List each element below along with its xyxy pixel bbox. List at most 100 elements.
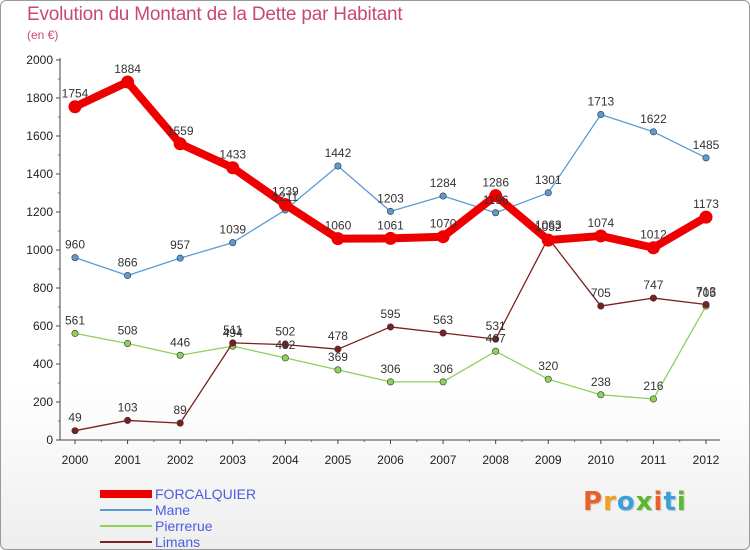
proxiti-logo: Proxiti: [583, 487, 687, 517]
data-label: 705: [696, 286, 716, 300]
data-label: 705: [591, 286, 611, 300]
logo-letter: x: [635, 487, 654, 517]
data-label: 306: [380, 362, 400, 376]
data-point-mane: [124, 271, 132, 279]
data-label: 1063: [535, 218, 562, 232]
data-point-limans: [702, 301, 710, 309]
data-point-forcalquier: [331, 232, 345, 246]
data-label: 1060: [325, 219, 352, 233]
data-label: 1039: [219, 223, 246, 237]
x-tick-label: 2001: [114, 453, 141, 467]
data-point-forcalquier: [68, 100, 82, 114]
data-point-pierrerue: [597, 391, 605, 399]
data-point-forcalquier: [489, 189, 503, 203]
data-label: 531: [486, 319, 506, 333]
legend-label: Mane: [155, 502, 191, 518]
data-point-limans: [281, 341, 289, 349]
data-point-limans: [597, 302, 605, 310]
data-point-limans: [334, 345, 342, 353]
data-label: 1301: [535, 173, 562, 187]
data-point-forcalquier: [646, 241, 660, 255]
data-label: 1052: [535, 220, 562, 234]
logo-letter: t: [663, 487, 677, 517]
x-tick-label: 2008: [482, 453, 509, 467]
logo-letter: i: [676, 487, 687, 517]
y-tick-label: 1800: [26, 91, 53, 105]
data-label: 320: [538, 359, 558, 373]
data-label: 563: [433, 313, 453, 327]
x-tick-label: 2007: [430, 453, 457, 467]
data-point-pierrerue: [334, 366, 342, 374]
data-label: 1884: [114, 62, 141, 76]
x-tick-label: 2009: [535, 453, 562, 467]
data-label: 432: [275, 338, 295, 352]
x-tick-label: 2006: [377, 453, 404, 467]
data-point-mane: [334, 162, 342, 170]
chart-subtitle: (en €): [27, 28, 59, 42]
y-tick-label: 1200: [26, 205, 53, 219]
data-label: 1284: [430, 176, 457, 190]
data-label: 595: [380, 307, 400, 321]
legend-label: FORCALQUIER: [155, 486, 257, 502]
data-point-mane: [702, 154, 710, 162]
x-tick-label: 2002: [167, 453, 194, 467]
data-label: 1012: [640, 228, 667, 242]
data-label: 89: [173, 403, 187, 417]
data-label: 1061: [377, 218, 404, 232]
x-tick-label: 2010: [587, 453, 614, 467]
data-label: 1203: [377, 191, 404, 205]
data-point-mane: [597, 111, 605, 119]
data-label: 1070: [430, 217, 457, 231]
data-label: 511: [223, 323, 242, 337]
data-label: 957: [170, 238, 190, 252]
y-tick-label: 800: [33, 281, 53, 295]
data-label: 1286: [482, 176, 509, 190]
data-point-mane: [176, 254, 184, 262]
data-label: 446: [170, 335, 190, 349]
legend-swatch: [100, 541, 152, 543]
data-point-mane: [492, 209, 500, 217]
data-point-mane: [71, 254, 79, 262]
x-tick-label: 2012: [693, 453, 720, 467]
data-label: 502: [275, 325, 295, 339]
logo-letter: r: [603, 487, 617, 517]
legend-swatch: [100, 509, 152, 511]
data-point-mane: [229, 239, 237, 247]
data-label: 306: [433, 362, 453, 376]
data-label: 369: [328, 350, 348, 364]
x-tick-label: 2004: [272, 453, 299, 467]
logo-letter: P: [583, 487, 604, 517]
y-tick-label: 200: [33, 395, 53, 409]
data-point-forcalquier: [384, 231, 397, 245]
data-label: 216: [643, 379, 663, 393]
data-point-forcalquier: [699, 210, 713, 224]
data-point-mane: [544, 189, 552, 197]
data-point-limans: [492, 335, 500, 343]
data-label: 561: [65, 313, 85, 327]
x-tick-label: 2000: [62, 453, 89, 467]
data-label: 508: [118, 323, 138, 337]
legend-swatch: [100, 490, 152, 498]
data-label: 1173: [693, 197, 719, 211]
data-label: 1211: [272, 190, 298, 204]
data-point-forcalquier: [121, 75, 135, 89]
data-point-pierrerue: [649, 395, 657, 403]
data-label: 747: [643, 278, 663, 292]
data-point-mane: [439, 192, 447, 200]
data-point-pierrerue: [492, 347, 500, 355]
data-point-forcalquier: [278, 198, 292, 212]
data-point-mane: [649, 128, 657, 136]
data-point-pierrerue: [124, 339, 132, 347]
data-label: 1559: [167, 124, 194, 138]
data-point-pierrerue: [439, 378, 447, 386]
data-point-limans: [71, 427, 79, 435]
data-label: 1433: [219, 148, 246, 162]
data-label: 478: [328, 329, 348, 343]
data-label: 866: [118, 255, 138, 269]
data-point-limans: [386, 323, 394, 331]
data-label: 1713: [587, 95, 614, 109]
data-point-pierrerue: [176, 351, 184, 359]
data-label: 1074: [587, 216, 614, 230]
data-point-forcalquier: [173, 137, 187, 151]
y-tick-label: 0: [46, 433, 53, 447]
